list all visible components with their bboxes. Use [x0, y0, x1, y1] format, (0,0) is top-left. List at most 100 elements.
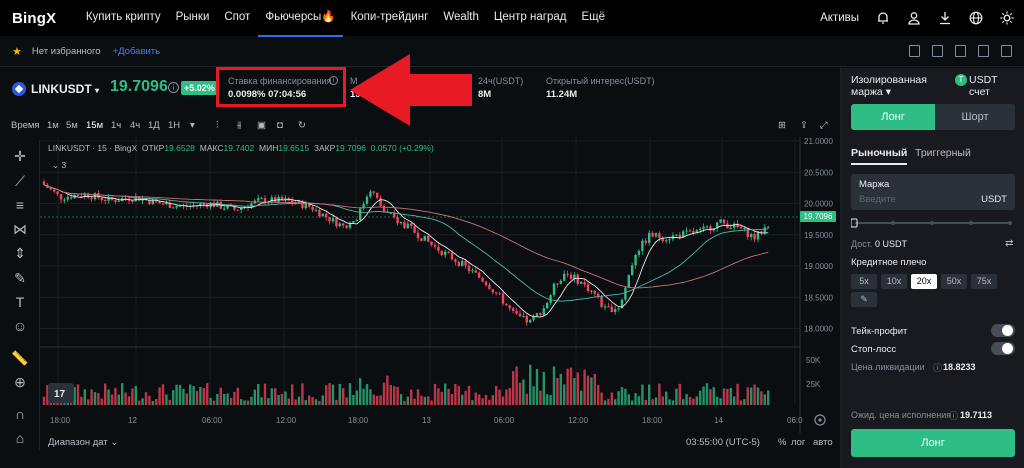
interval-1h[interactable]: 1ч [111, 120, 122, 131]
settings-gear-icon[interactable] [814, 414, 826, 426]
tab-market[interactable]: Рыночный [851, 147, 908, 165]
symbol-selector[interactable]: LINKUSDT ▾ [31, 82, 99, 96]
measure-icon[interactable]: ⇕ [14, 245, 26, 261]
brush-icon[interactable]: ✎ [14, 270, 26, 286]
horizontal-lines-icon[interactable]: ≡ [15, 197, 25, 213]
volume-bar [148, 395, 151, 405]
interval-dropdown-icon[interactable]: ▾ [190, 120, 195, 131]
submit-long-button[interactable]: Лонг [851, 429, 1015, 457]
percent-toggle[interactable]: % [778, 437, 787, 448]
star-icon[interactable]: ★ [12, 46, 22, 58]
leverage-5x[interactable]: 5x [851, 274, 877, 289]
nav-link-buy-crypto[interactable]: Купить крипту [85, 11, 161, 23]
interval-1w[interactable]: 1Н [168, 120, 181, 131]
nav-link-wealth[interactable]: Wealth [443, 11, 479, 23]
leverage-10x[interactable]: 10x [881, 274, 907, 289]
nav-link-markets[interactable]: Рынки [175, 11, 210, 23]
transfer-icon[interactable]: ⇄ [1005, 238, 1014, 249]
account-selector[interactable]: USDT счет [969, 74, 998, 98]
candle [593, 290, 596, 294]
nav-link-rewards[interactable]: Центр наград [493, 11, 567, 23]
lock-icon[interactable]: ⌂ [15, 430, 25, 446]
interval-4h[interactable]: 4ч [130, 120, 141, 131]
chart-type-icon[interactable]: ⫶ [216, 120, 219, 131]
assets-link[interactable]: Активы [820, 12, 859, 24]
text-icon[interactable]: T [15, 294, 25, 310]
take-profit-toggle[interactable] [991, 324, 1015, 337]
time-button[interactable]: Время [11, 120, 40, 131]
leverage-50x[interactable]: 50x [941, 274, 967, 289]
orderbook-icon[interactable] [909, 45, 920, 57]
candle [753, 234, 756, 240]
date-range-button[interactable]: Диапазон дат ⌄ [48, 437, 119, 448]
candle [552, 283, 556, 296]
clock[interactable]: 03:55:00 (UTC-5) [686, 437, 760, 448]
camera-icon[interactable]: ◘ [277, 120, 283, 131]
leverage-20x[interactable]: 20x [911, 274, 937, 289]
indicators-collapse[interactable]: ⌄ 3 [52, 160, 67, 170]
notes-icon[interactable] [955, 45, 966, 57]
ruler-icon[interactable]: 📏 [11, 350, 29, 366]
pattern-icon[interactable]: ⋈ [13, 221, 27, 237]
short-tab[interactable]: Шорт [935, 104, 1015, 130]
logo[interactable]: BingX [12, 9, 57, 27]
margin-mode[interactable]: Изолированная маржа ▾ [851, 74, 946, 98]
interval-1d[interactable]: 1Д [148, 120, 160, 131]
download-icon[interactable] [938, 11, 952, 25]
candle [172, 207, 175, 209]
indicators-icon[interactable]: ⫵ [237, 120, 242, 131]
nav-link-more[interactable]: Ещё [581, 11, 605, 23]
leverage-75x[interactable]: 75x [971, 274, 997, 289]
funding-info-icon[interactable]: i [329, 76, 338, 85]
user-icon[interactable] [907, 11, 921, 25]
theme-sun-icon[interactable] [1000, 11, 1014, 25]
zoom-in-icon[interactable]: ⊕ [14, 374, 26, 390]
bookmark-icon[interactable] [978, 45, 989, 57]
bell-icon[interactable] [876, 11, 890, 25]
tab-trigger[interactable]: Триггерный [915, 147, 971, 159]
x-tick-label: 18:00 [348, 416, 369, 425]
volume-bar [600, 392, 603, 405]
interval-5m[interactable]: 5м [66, 120, 78, 131]
layout-icon[interactable] [1001, 45, 1012, 57]
volume-bar [705, 383, 709, 405]
long-tab[interactable]: Лонг [851, 104, 935, 130]
margin-input[interactable]: Маржа Введите USDT [851, 174, 1015, 210]
volume-bar [287, 398, 290, 405]
stop-loss-toggle[interactable] [991, 342, 1015, 355]
fullscreen-icon[interactable]: ⤢ [820, 120, 828, 131]
refresh-icon[interactable]: ↻ [298, 120, 306, 131]
interval-15m[interactable]: 15м [86, 120, 104, 131]
candle [739, 227, 743, 229]
volume-bar [641, 384, 644, 405]
volume-bar [355, 390, 358, 405]
crosshair-icon[interactable]: ✛ [14, 148, 26, 164]
auto-toggle[interactable]: авто [813, 437, 833, 448]
price-chart[interactable]: 21.0000 20.5000 20.0000 19.5000 19.0000 18.50… [40, 137, 840, 433]
exec-info-icon[interactable]: ⓘ [949, 411, 959, 421]
margin-slider[interactable] [851, 218, 1015, 228]
y-tick-label: 20.0000 [804, 200, 833, 209]
magnet-icon[interactable]: ∩ [14, 406, 26, 422]
nav-link-spot[interactable]: Спот [224, 11, 251, 23]
grid-layout-icon[interactable]: ⊞ [778, 120, 786, 131]
trendline-icon[interactable]: ⟋ [15, 173, 25, 189]
interval-1m[interactable]: 1м [47, 120, 59, 131]
candle [539, 313, 542, 316]
share-icon[interactable]: ⇪ [800, 120, 808, 131]
nav-link-copy-trading[interactable]: Копи-трейдинг [350, 11, 429, 23]
emoji-icon[interactable]: ☺ [12, 318, 28, 334]
nav-link-futures[interactable]: Фьючерсы🔥 [257, 0, 344, 37]
price-axis[interactable]: 21.0000 20.5000 20.0000 19.5000 19.0000 18.50… [804, 137, 833, 389]
volume-bar [100, 398, 103, 405]
template-icon[interactable]: ▣ [257, 120, 266, 131]
liquidation-info-icon[interactable]: ⓘ [933, 363, 943, 373]
edit-leverage-icon[interactable]: ✎ [851, 292, 877, 307]
globe-icon[interactable] [969, 11, 983, 25]
volume-bar [410, 389, 413, 405]
info-icon[interactable]: i [168, 82, 179, 93]
add-favorite-link[interactable]: +Добавить [112, 46, 161, 57]
time-axis[interactable]: 18:00 12 06:00 12:00 18:00 13 06:00 12:00 18:00 1… [50, 416, 803, 425]
log-toggle[interactable]: лог [791, 437, 806, 448]
calculator-icon[interactable] [932, 45, 943, 57]
